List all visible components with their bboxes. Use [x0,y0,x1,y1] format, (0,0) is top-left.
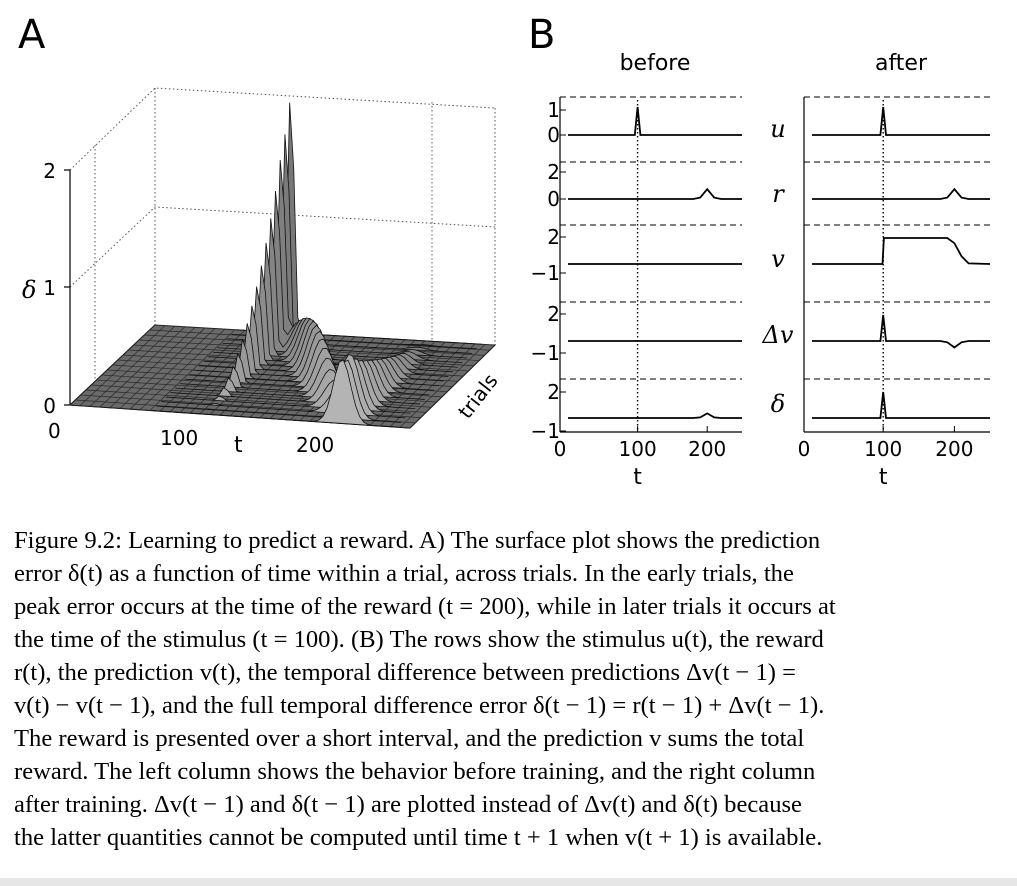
panel-b-trace-0-4 [568,412,742,419]
panel-b-y-tick-label: 2 [547,160,560,184]
panel-b-y-tick-label: 1 [547,98,560,122]
panel-b-x-tick-label: 0 [554,437,567,461]
panel-a-label: A [18,12,46,58]
panel-a-surface-slice [151,359,397,428]
panel-b-label: B [528,12,556,58]
panel-b-y-tick-label: 2 [547,302,560,326]
caption-line-2: error δ(t) as a function of time within … [14,560,794,587]
panel-b-x-tick-label: 100 [619,437,657,461]
caption-line-10: the latter quantities cannot be computed… [14,824,823,851]
panel-b-x-tick-label: 0 [798,437,811,461]
panel-b-x-tick-label: 100 [864,437,902,461]
panel-b-trace-1-1 [812,187,990,200]
panel-a-gridbox [69,87,496,380]
caption-line-4: the time of the stimulus (t = 100). (B) … [14,626,824,653]
panel-b-column-title-1: after [875,51,928,76]
figure-caption: Figure 9.2: Learning to predict a reward… [14,524,1006,854]
figure: A B 0 1 2 δ 0 100 200 t trials [18,12,991,490]
panel-b-x-tick-label: 200 [935,437,973,461]
panel-b-trace-0-0 [568,106,742,136]
caption-line-8: reward. The left column shows the behavi… [14,758,816,785]
panel-b-y-tick-label: −1 [531,419,560,443]
caption-line-5: r(t), the prediction v(t), the temporal … [14,659,796,686]
panel-b-row-label-0: u [770,115,785,143]
panel-a-surface [151,102,482,428]
panel-b-trace-1-2 [812,237,991,265]
panel-b-y-tick-label: −1 [531,341,560,365]
caption-line-7: The reward is presented over a short int… [14,725,805,752]
panel-b-row-label-4: δ [771,390,785,418]
panel-b-column-title-0: before [620,51,691,76]
caption-line-9: after training. Δv(t − 1) and δ(t − 1) a… [14,791,802,818]
panel-b-trace-1-4 [812,391,990,419]
panel-a-t-tick-0: 0 [48,419,61,443]
panel-a-t-label: t [234,433,243,458]
panel-b-y-tick-label: −1 [531,261,560,285]
panel-b-y-tick-label: 2 [547,380,560,404]
panel-b-row-label-2: v [771,245,785,273]
panel-b-x-label: t [879,465,888,490]
panel-a-z-tick-2: 2 [43,159,56,183]
panel-a-z-tick-1: 1 [43,276,56,300]
panel-b-y-tick-label: 2 [547,225,560,249]
panel-a-surface-plot: 0 1 2 δ 0 100 200 t trials [22,87,503,458]
panel-b-trace-1-0 [812,106,990,136]
caption-line-3: peak error occurs at the time of the rew… [14,593,836,620]
panel-b-trace-0-1 [568,187,742,200]
panel-b-y-tick-label: 0 [547,123,560,147]
page-bottom-strip [0,878,1017,886]
panel-b-x-tick-label: 200 [688,437,726,461]
panel-b-x-label: t [633,465,642,490]
panel-b-y-tick-label: 0 [547,187,560,211]
panel-b-row-label-3: Δv [762,321,794,349]
panel-a-z-tick-0: 0 [43,394,56,418]
caption-line-1: Figure 9.2: Learning to predict a reward… [14,527,821,554]
panel-b-row-label-1: r [772,180,785,208]
panel-b-trace-1-3 [812,314,990,349]
panel-a-t-tick-100: 100 [160,426,198,450]
panel-a-delta-label: δ [22,276,36,304]
panel-a-t-tick-200: 200 [296,433,334,457]
caption-line-6: v(t) − v(t − 1), and the full temporal d… [14,692,825,719]
